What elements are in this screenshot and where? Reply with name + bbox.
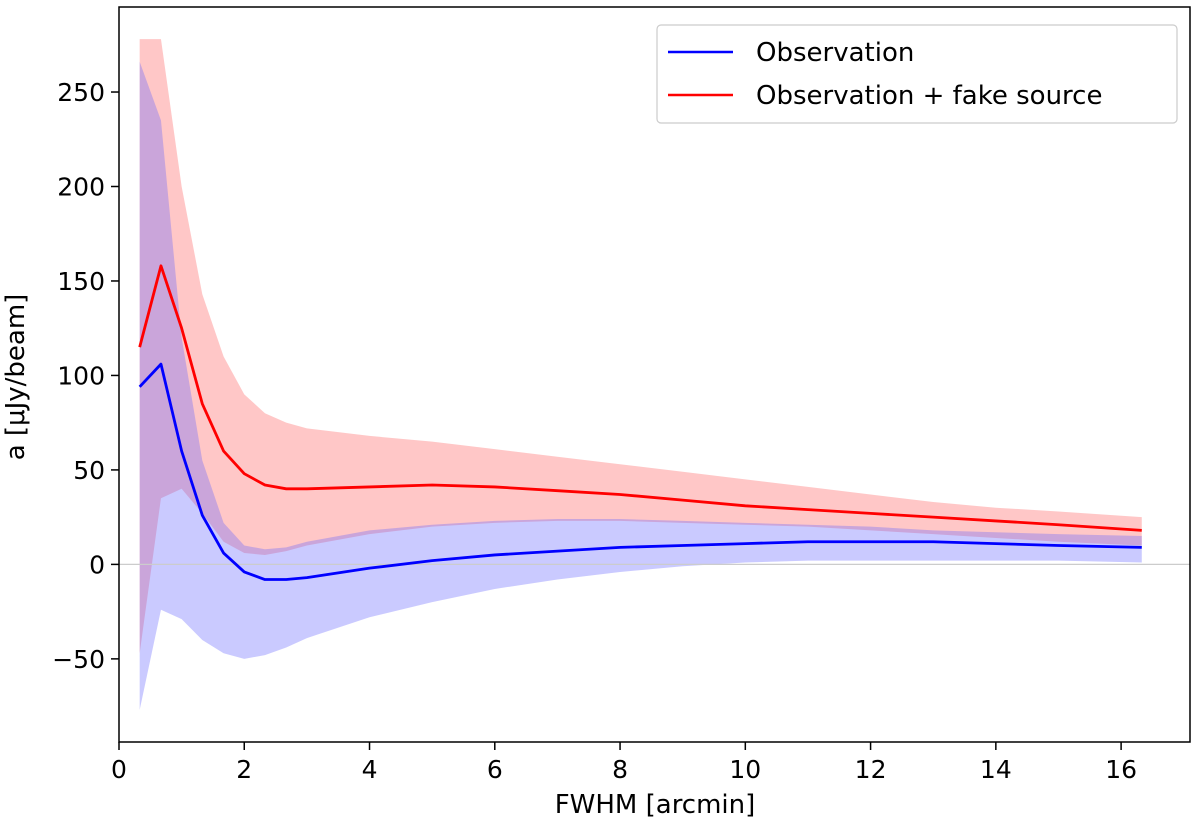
x-tick-label: 10 (729, 755, 761, 784)
legend: Observation Observation + fake source (656, 24, 1178, 124)
y-axis-ticks: −50 0 50 100 150 200 250 (52, 78, 119, 674)
x-tick-label: 16 (1105, 755, 1137, 784)
plot-frame (118, 6, 1191, 743)
y-tick-label: 100 (57, 361, 105, 390)
y-tick-label: −50 (52, 645, 105, 674)
legend-box (656, 24, 1178, 124)
y-tick-label: 150 (57, 267, 105, 296)
x-tick-label: 2 (236, 755, 252, 784)
legend-label-fake-source: Observation + fake source (756, 81, 1102, 111)
y-tick-label: 0 (89, 550, 105, 579)
x-tick-label: 4 (362, 755, 378, 784)
y-tick-label: 50 (73, 456, 105, 485)
y-axis-label: a [μJy/beam] (1, 294, 31, 461)
x-tick-label: 14 (980, 755, 1012, 784)
legend-label-observation: Observation (756, 38, 914, 68)
observation-line (138, 362, 1142, 581)
observation-band (139, 61, 1142, 710)
x-tick-label: 6 (487, 755, 503, 784)
fake-source-band (139, 39, 1142, 654)
confidence-bands (139, 39, 1142, 710)
fake-source-line (138, 264, 1142, 532)
y-tick-label: 200 (57, 172, 105, 201)
x-tick-label: 0 (111, 755, 127, 784)
y-tick-label: 250 (57, 78, 105, 107)
x-axis-label: FWHM [arcmin] (555, 790, 756, 820)
x-tick-label: 12 (855, 755, 887, 784)
x-tick-label: 8 (612, 755, 628, 784)
series-lines (138, 264, 1142, 581)
x-axis-ticks: 0 2 4 6 8 10 12 14 16 (111, 742, 1137, 784)
